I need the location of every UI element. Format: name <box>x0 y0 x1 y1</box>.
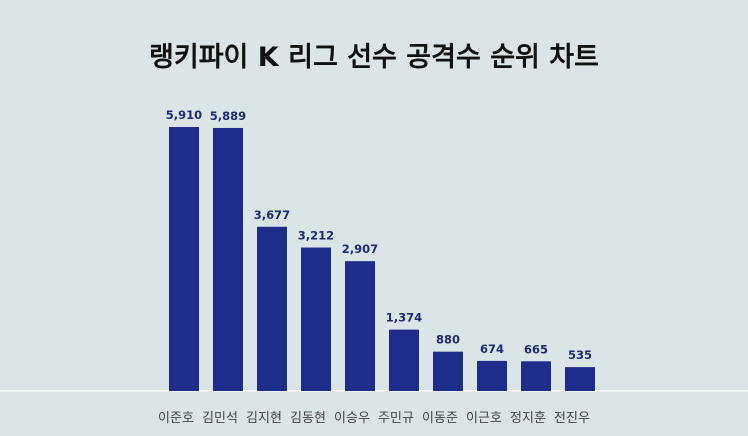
category-label-9: 정지훈 <box>510 411 546 426</box>
bar-value-label-3: 3,677 <box>254 208 290 222</box>
category-label-1: 이준호 <box>158 411 194 426</box>
bar-1 <box>169 127 199 392</box>
bar-6 <box>389 329 419 391</box>
value-labels-group: 5,910 5,889 3,677 3,212 2,907 1,374 880 674 665 5… <box>166 108 592 362</box>
bars-group <box>169 127 595 392</box>
bar-10 <box>565 367 595 391</box>
category-label-8: 이근호 <box>466 411 502 426</box>
category-label-7: 이동준 <box>422 411 458 426</box>
category-label-10: 전진우 <box>554 411 590 426</box>
bar-value-label-1: 5,910 <box>166 108 202 122</box>
category-label-6: 주민규 <box>378 411 414 426</box>
category-label-4: 김동현 <box>290 411 326 426</box>
bar-2 <box>213 127 243 391</box>
bar-5 <box>345 261 375 391</box>
bar-3 <box>257 226 287 391</box>
category-labels-group: 이준호 김민석 김지현 김동현 이승우 주민규 이동준 이근호 정지훈 전진우 <box>158 411 590 426</box>
bar-value-label-6: 1,374 <box>386 311 422 325</box>
bar-7 <box>433 351 463 391</box>
bar-value-label-8: 674 <box>480 342 504 356</box>
bar-9 <box>521 361 551 391</box>
bar-value-label-7: 880 <box>436 333 460 347</box>
category-label-3: 김지현 <box>246 411 282 426</box>
bar-value-label-10: 535 <box>568 348 592 362</box>
category-label-5: 이승우 <box>334 411 370 426</box>
bar-4 <box>301 247 331 391</box>
bar-8 <box>477 360 507 391</box>
bar-value-label-4: 3,212 <box>298 229 334 243</box>
bar-value-label-9: 665 <box>524 342 548 356</box>
bar-value-label-2: 5,889 <box>210 109 246 123</box>
chart-title: 랭키파이 K 리그 선수 공격수 순위 차트 <box>149 42 599 73</box>
bar-value-label-5: 2,907 <box>342 242 378 256</box>
category-label-2: 김민석 <box>202 411 238 426</box>
